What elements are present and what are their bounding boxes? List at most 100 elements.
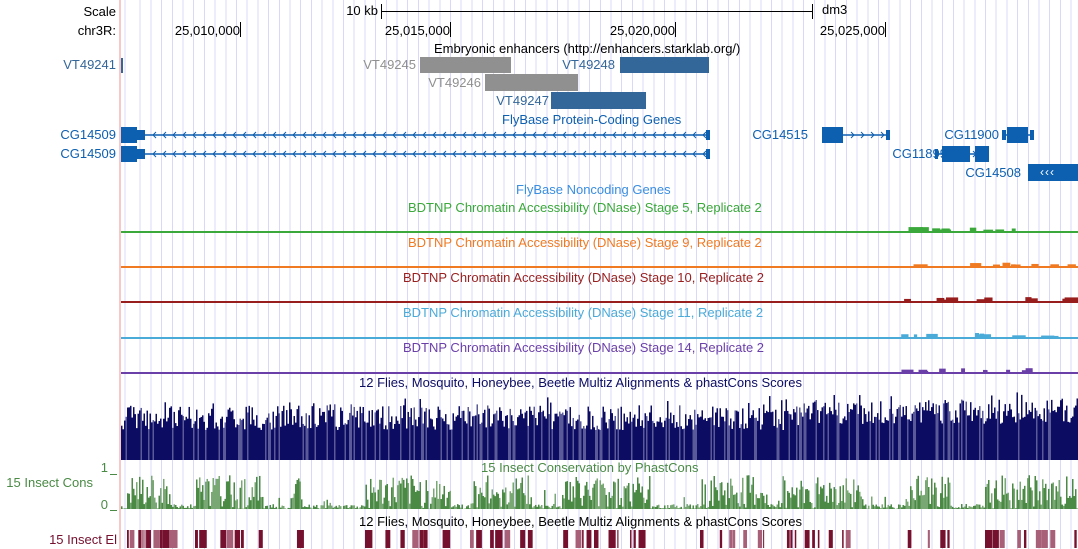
enhancer-label[interactable]: VT49241 xyxy=(63,57,116,72)
multiz-bar xyxy=(817,410,819,460)
multiz-bar xyxy=(451,429,453,460)
multiz-bar xyxy=(811,413,813,460)
enhancers-track-title[interactable]: Embryonic enhancers (http://enhancers.st… xyxy=(434,41,741,56)
conserved-element xyxy=(927,530,930,548)
elements-track-label[interactable]: 15 Insect El xyxy=(49,532,117,547)
conserved-element xyxy=(385,530,391,548)
multiz-bar xyxy=(845,420,847,460)
multiz-bar xyxy=(700,416,702,460)
cons-bar xyxy=(719,483,721,509)
multiz-bar xyxy=(791,419,793,460)
scale-bar-left-tick xyxy=(381,4,382,19)
cons-bar xyxy=(766,494,768,509)
multiz-bar xyxy=(802,416,804,460)
cons-bar xyxy=(523,493,525,509)
cons-bar xyxy=(961,504,963,509)
multiz-bar xyxy=(463,410,465,460)
cons-track-label[interactable]: 15 Insect Cons xyxy=(6,475,93,490)
multiz-bar xyxy=(352,415,354,460)
cons-bar xyxy=(212,478,214,509)
cons-bar xyxy=(784,480,786,509)
multiz-bar xyxy=(655,426,657,460)
cons-bar xyxy=(1003,494,1005,509)
cons-bar xyxy=(940,493,942,509)
multiz-bar xyxy=(596,425,598,460)
dnase-stage11-title[interactable]: BDTNP Chromatin Accessibility (DNase) St… xyxy=(403,305,764,320)
cons-bar xyxy=(664,505,666,509)
multiz-bar xyxy=(511,415,513,460)
enhancer-label[interactable]: VT49245 xyxy=(363,57,416,72)
cons-bar xyxy=(509,491,511,509)
multiz-bar xyxy=(272,411,274,460)
multiz-bar xyxy=(310,428,312,460)
dnase-stage14-title[interactable]: BDTNP Chromatin Accessibility (DNase) St… xyxy=(403,340,765,355)
multiz-bar xyxy=(1075,405,1077,460)
multiz-track-title[interactable]: 12 Flies, Mosquito, Honeybee, Beetle Mul… xyxy=(359,375,802,390)
multiz-bar xyxy=(572,417,574,460)
gene-feature-cg14508[interactable]: ‹‹‹ xyxy=(1028,164,1078,181)
dnase-peak xyxy=(1067,264,1076,266)
gene-label[interactable]: CG14509 xyxy=(60,146,116,161)
elements-track-title[interactable]: 12 Flies, Mosquito, Honeybee, Beetle Mul… xyxy=(359,514,802,529)
cons-bar xyxy=(989,502,991,509)
cons-bar xyxy=(233,482,235,509)
cons-bar xyxy=(472,503,474,509)
cons-bar xyxy=(667,505,669,509)
enhancer-feature[interactable] xyxy=(485,74,578,91)
cons-track-title[interactable]: 15 Insect Conservation by PhastCons xyxy=(481,460,699,475)
strand-arrow-icon xyxy=(682,150,687,158)
gene-label[interactable]: CG11899 xyxy=(892,146,947,161)
enhancer-feature[interactable] xyxy=(420,57,511,73)
multiz-bar xyxy=(175,423,177,460)
cons-bar xyxy=(448,491,450,509)
multiz-bar xyxy=(748,402,750,460)
cons-bar xyxy=(1048,488,1050,509)
multiz-bar xyxy=(371,410,373,460)
dnase-stage9-title[interactable]: BDTNP Chromatin Accessibility (DNase) St… xyxy=(408,235,762,250)
noncoding-track-title[interactable]: FlyBase Noncoding Genes xyxy=(516,182,671,197)
cons-bar xyxy=(1051,483,1053,509)
multiz-bar xyxy=(241,420,243,460)
gene-label[interactable]: CG11900 xyxy=(944,127,999,142)
cons-bar xyxy=(353,505,355,509)
cons-bar xyxy=(140,494,142,509)
multiz-bar xyxy=(851,409,853,460)
cons-bar xyxy=(491,489,493,509)
cons-bar xyxy=(988,479,990,509)
gene-label[interactable]: CG14509 xyxy=(60,127,116,142)
cons-bar xyxy=(632,483,634,509)
dnase-stage10-title[interactable]: BDTNP Chromatin Accessibility (DNase) St… xyxy=(403,270,765,285)
multiz-bar xyxy=(595,429,597,460)
multiz-bar xyxy=(530,410,532,460)
enhancer-label[interactable]: VT49246 xyxy=(428,75,481,90)
multiz-bar xyxy=(938,405,940,460)
gene-models[interactable] xyxy=(0,0,1078,190)
multiz-bar xyxy=(776,427,778,460)
strand-arrow-icon xyxy=(552,131,557,139)
multiz-bar xyxy=(194,421,196,460)
cons-bar xyxy=(464,508,466,509)
enhancer-label[interactable]: VT49247 xyxy=(496,93,549,108)
dnase-stage5-title[interactable]: BDTNP Chromatin Accessibility (DNase) St… xyxy=(408,200,762,215)
enhancer-label[interactable]: VT49248 xyxy=(562,57,615,72)
multiz-bar xyxy=(944,400,946,460)
enhancer-feature[interactable] xyxy=(620,57,709,73)
gene-label[interactable]: CG14508 xyxy=(965,165,1021,180)
cons-bar xyxy=(199,477,201,509)
multiz-bar xyxy=(770,412,772,460)
enhancer-feature[interactable] xyxy=(551,92,646,109)
multiz-bar xyxy=(833,395,835,460)
genes-track-title[interactable]: FlyBase Protein-Coding Genes xyxy=(502,112,682,127)
multiz-bar xyxy=(710,417,712,460)
enhancer-feature[interactable] xyxy=(121,58,123,73)
position-tick xyxy=(450,22,451,37)
conserved-element xyxy=(220,530,227,548)
multiz-bar xyxy=(461,410,463,460)
gene-label[interactable]: CG14515 xyxy=(752,127,808,142)
strand-arrow-icon xyxy=(182,131,187,139)
multiz-bar xyxy=(1060,400,1062,460)
multiz-bar xyxy=(236,424,238,460)
multiz-bar xyxy=(298,405,300,460)
multiz-bar xyxy=(481,422,483,460)
